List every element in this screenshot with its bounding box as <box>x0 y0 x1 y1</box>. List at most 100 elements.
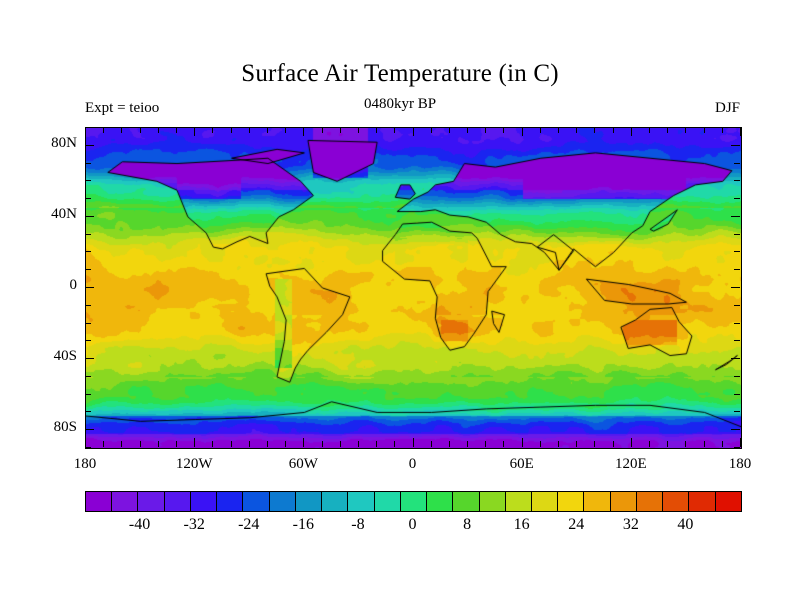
colorbar-tick-label: -16 <box>292 516 314 533</box>
colorbar-swatch <box>400 492 428 511</box>
colorbar-swatch <box>138 492 165 511</box>
x-axis-tick <box>722 127 723 133</box>
colorbar <box>85 491 742 512</box>
colorbar-tick-label: 0 <box>408 516 417 533</box>
colorbar-swatch <box>190 492 218 511</box>
colorbar-tick-label: 16 <box>513 516 530 533</box>
colorbar-swatch <box>636 492 664 511</box>
colorbar-swatch <box>112 492 139 511</box>
x-axis-tick <box>322 127 323 133</box>
x-axis-tick <box>485 127 486 133</box>
colorbar-tick-label: -32 <box>183 516 205 533</box>
x-axis-tick <box>740 438 741 447</box>
y-axis-tick <box>734 411 740 412</box>
y-axis-tick <box>85 447 91 448</box>
x-axis-tick <box>249 441 250 447</box>
x-axis-tick <box>431 127 432 133</box>
y-axis-tick <box>85 323 91 324</box>
colorbar-swatch <box>558 492 585 511</box>
x-axis-tick <box>631 127 632 136</box>
x-axis-tick <box>613 441 614 447</box>
y-axis-tick <box>731 145 740 146</box>
x-axis-tick <box>194 438 195 447</box>
x-axis-tick <box>667 127 668 133</box>
y-axis-tick <box>85 376 91 377</box>
y-axis-tick <box>734 305 740 306</box>
y-axis-tick <box>731 358 740 359</box>
x-axis-tick <box>176 441 177 447</box>
colorbar-tick-label: -40 <box>128 516 151 533</box>
x-axis-tick <box>649 441 650 447</box>
colorbar-swatch <box>322 492 349 511</box>
x-axis-label: 120E <box>614 456 647 472</box>
y-axis-tick <box>85 127 91 128</box>
x-axis-tick <box>158 127 159 133</box>
x-axis-tick <box>503 127 504 133</box>
y-axis-tick <box>734 198 740 199</box>
x-axis-tick <box>522 127 523 136</box>
x-axis-tick <box>413 438 414 447</box>
y-axis-tick <box>734 447 740 448</box>
colorbar-tick-label: 8 <box>463 516 472 533</box>
x-axis-tick <box>140 441 141 447</box>
x-axis-tick <box>285 127 286 133</box>
x-axis-tick <box>140 127 141 133</box>
x-axis-tick <box>340 127 341 133</box>
x-axis-tick <box>212 127 213 133</box>
experiment-label: Expt = teioo <box>85 100 160 116</box>
temperature-map-plot <box>85 127 742 449</box>
x-axis-tick <box>303 438 304 447</box>
x-axis-tick <box>267 127 268 133</box>
x-axis-tick <box>340 441 341 447</box>
x-axis-tick <box>158 441 159 447</box>
y-axis-tick <box>85 394 91 395</box>
colorbar-swatch <box>269 492 296 511</box>
x-axis-tick <box>103 441 104 447</box>
x-axis-tick <box>685 441 686 447</box>
colorbar-tick-label: 24 <box>568 516 585 533</box>
x-axis-tick <box>322 441 323 447</box>
y-axis-tick <box>731 287 740 288</box>
y-axis-tick <box>731 216 740 217</box>
colorbar-swatch <box>295 492 323 511</box>
x-axis-label: 180 <box>73 456 97 472</box>
y-axis-label: 0 <box>69 277 78 293</box>
x-axis-tick <box>613 127 614 133</box>
y-axis-tick <box>734 323 740 324</box>
colorbar-swatch <box>610 492 637 511</box>
x-axis-tick <box>431 441 432 447</box>
x-axis-tick <box>231 441 232 447</box>
y-axis-tick <box>734 127 740 128</box>
x-axis-tick <box>467 441 468 447</box>
x-axis-tick <box>413 127 414 136</box>
x-axis-label: 180 <box>728 456 752 472</box>
colorbar-swatch <box>505 492 532 511</box>
x-axis-tick <box>522 438 523 447</box>
x-axis-tick <box>594 441 595 447</box>
y-axis-tick <box>85 251 91 252</box>
x-axis-tick <box>704 127 705 133</box>
x-axis-tick <box>649 127 650 133</box>
x-axis-label: 0 <box>408 456 417 472</box>
y-axis-label: 80S <box>53 419 77 436</box>
colorbar-swatch <box>427 492 454 511</box>
x-axis-tick <box>558 441 559 447</box>
colorbar-swatch <box>86 492 113 511</box>
x-axis-tick <box>121 441 122 447</box>
colorbar-tick-label: 40 <box>677 516 694 533</box>
x-axis-tick <box>704 441 705 447</box>
page-subtitle: 0480kyr BP <box>363 96 437 112</box>
colorbar-swatch <box>584 492 611 511</box>
x-axis-tick <box>449 441 450 447</box>
y-axis-tick <box>85 269 91 270</box>
y-axis-tick <box>85 234 91 235</box>
colorbar-swatch <box>243 492 270 511</box>
y-axis-tick <box>734 340 740 341</box>
colorbar-tick-label: 32 <box>622 516 639 533</box>
x-axis-tick <box>358 127 359 133</box>
season-label: DJF <box>714 100 740 116</box>
y-axis-tick <box>734 234 740 235</box>
x-axis-tick <box>358 441 359 447</box>
y-axis-tick <box>734 269 740 270</box>
colorbar-tick-label: -24 <box>238 516 260 533</box>
